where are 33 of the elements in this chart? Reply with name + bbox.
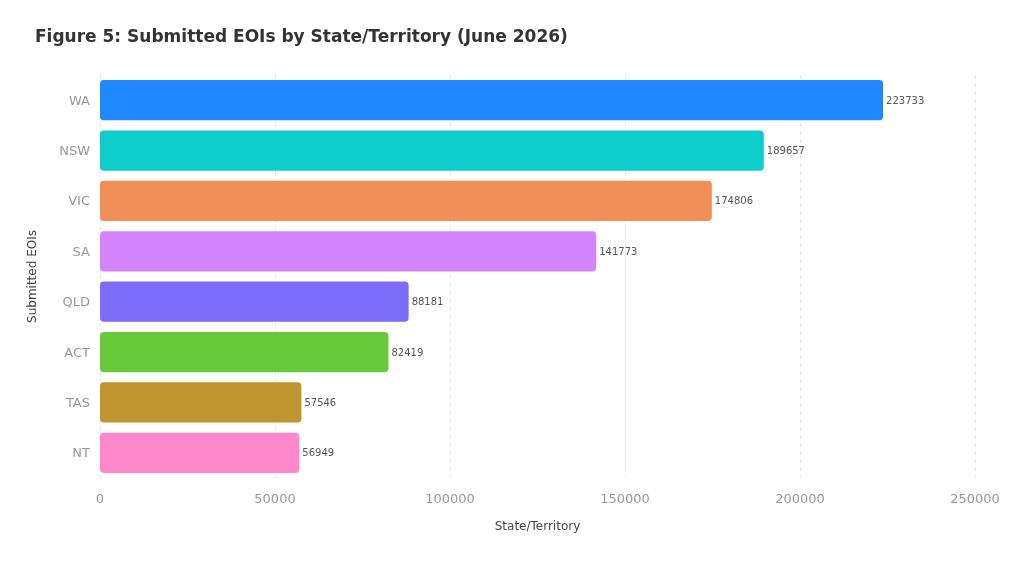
- x-tick-label: 150000: [600, 491, 650, 506]
- x-tick-label: 50000: [254, 491, 296, 506]
- bar: [100, 180, 712, 222]
- data-label: 82419: [391, 346, 424, 358]
- y-tick-label: WA: [68, 92, 91, 108]
- x-tick-label: 0: [95, 491, 105, 506]
- bar: [100, 80, 884, 121]
- data-label: 88181: [411, 296, 444, 308]
- chart-title: Figure 5: Submitted EOIs by State/Territory (June 2026): [35, 25, 568, 46]
- y-tick-label: NSW: [59, 143, 91, 159]
- y-tick-label: VIC: [68, 193, 90, 209]
- y-axis-title: Submitted EOIs: [25, 230, 39, 323]
- y-tick-label: SA: [72, 243, 91, 259]
- data-label: 57546: [304, 396, 337, 408]
- data-label: 141773: [599, 245, 638, 257]
- bar: [100, 130, 764, 171]
- x-tick-label: 100000: [425, 491, 475, 506]
- bar: [100, 281, 409, 322]
- bar: [100, 382, 302, 423]
- data-label: 174806: [714, 195, 754, 207]
- bar: [100, 331, 389, 373]
- x-tick-label: 200000: [775, 491, 825, 506]
- data-label: 56949: [302, 447, 335, 459]
- y-tick-label: NT: [72, 445, 91, 461]
- x-tick-label: 250000: [950, 491, 1000, 506]
- x-axis-title: State/Territory: [494, 519, 581, 533]
- y-tick-label: ACT: [64, 344, 91, 360]
- data-label: 189657: [766, 145, 805, 157]
- data-label: 223733: [886, 94, 925, 106]
- bar: [100, 231, 597, 272]
- y-tick-label: TAS: [64, 394, 90, 410]
- y-tick-label: QLD: [62, 294, 90, 310]
- bar: [100, 432, 300, 473]
